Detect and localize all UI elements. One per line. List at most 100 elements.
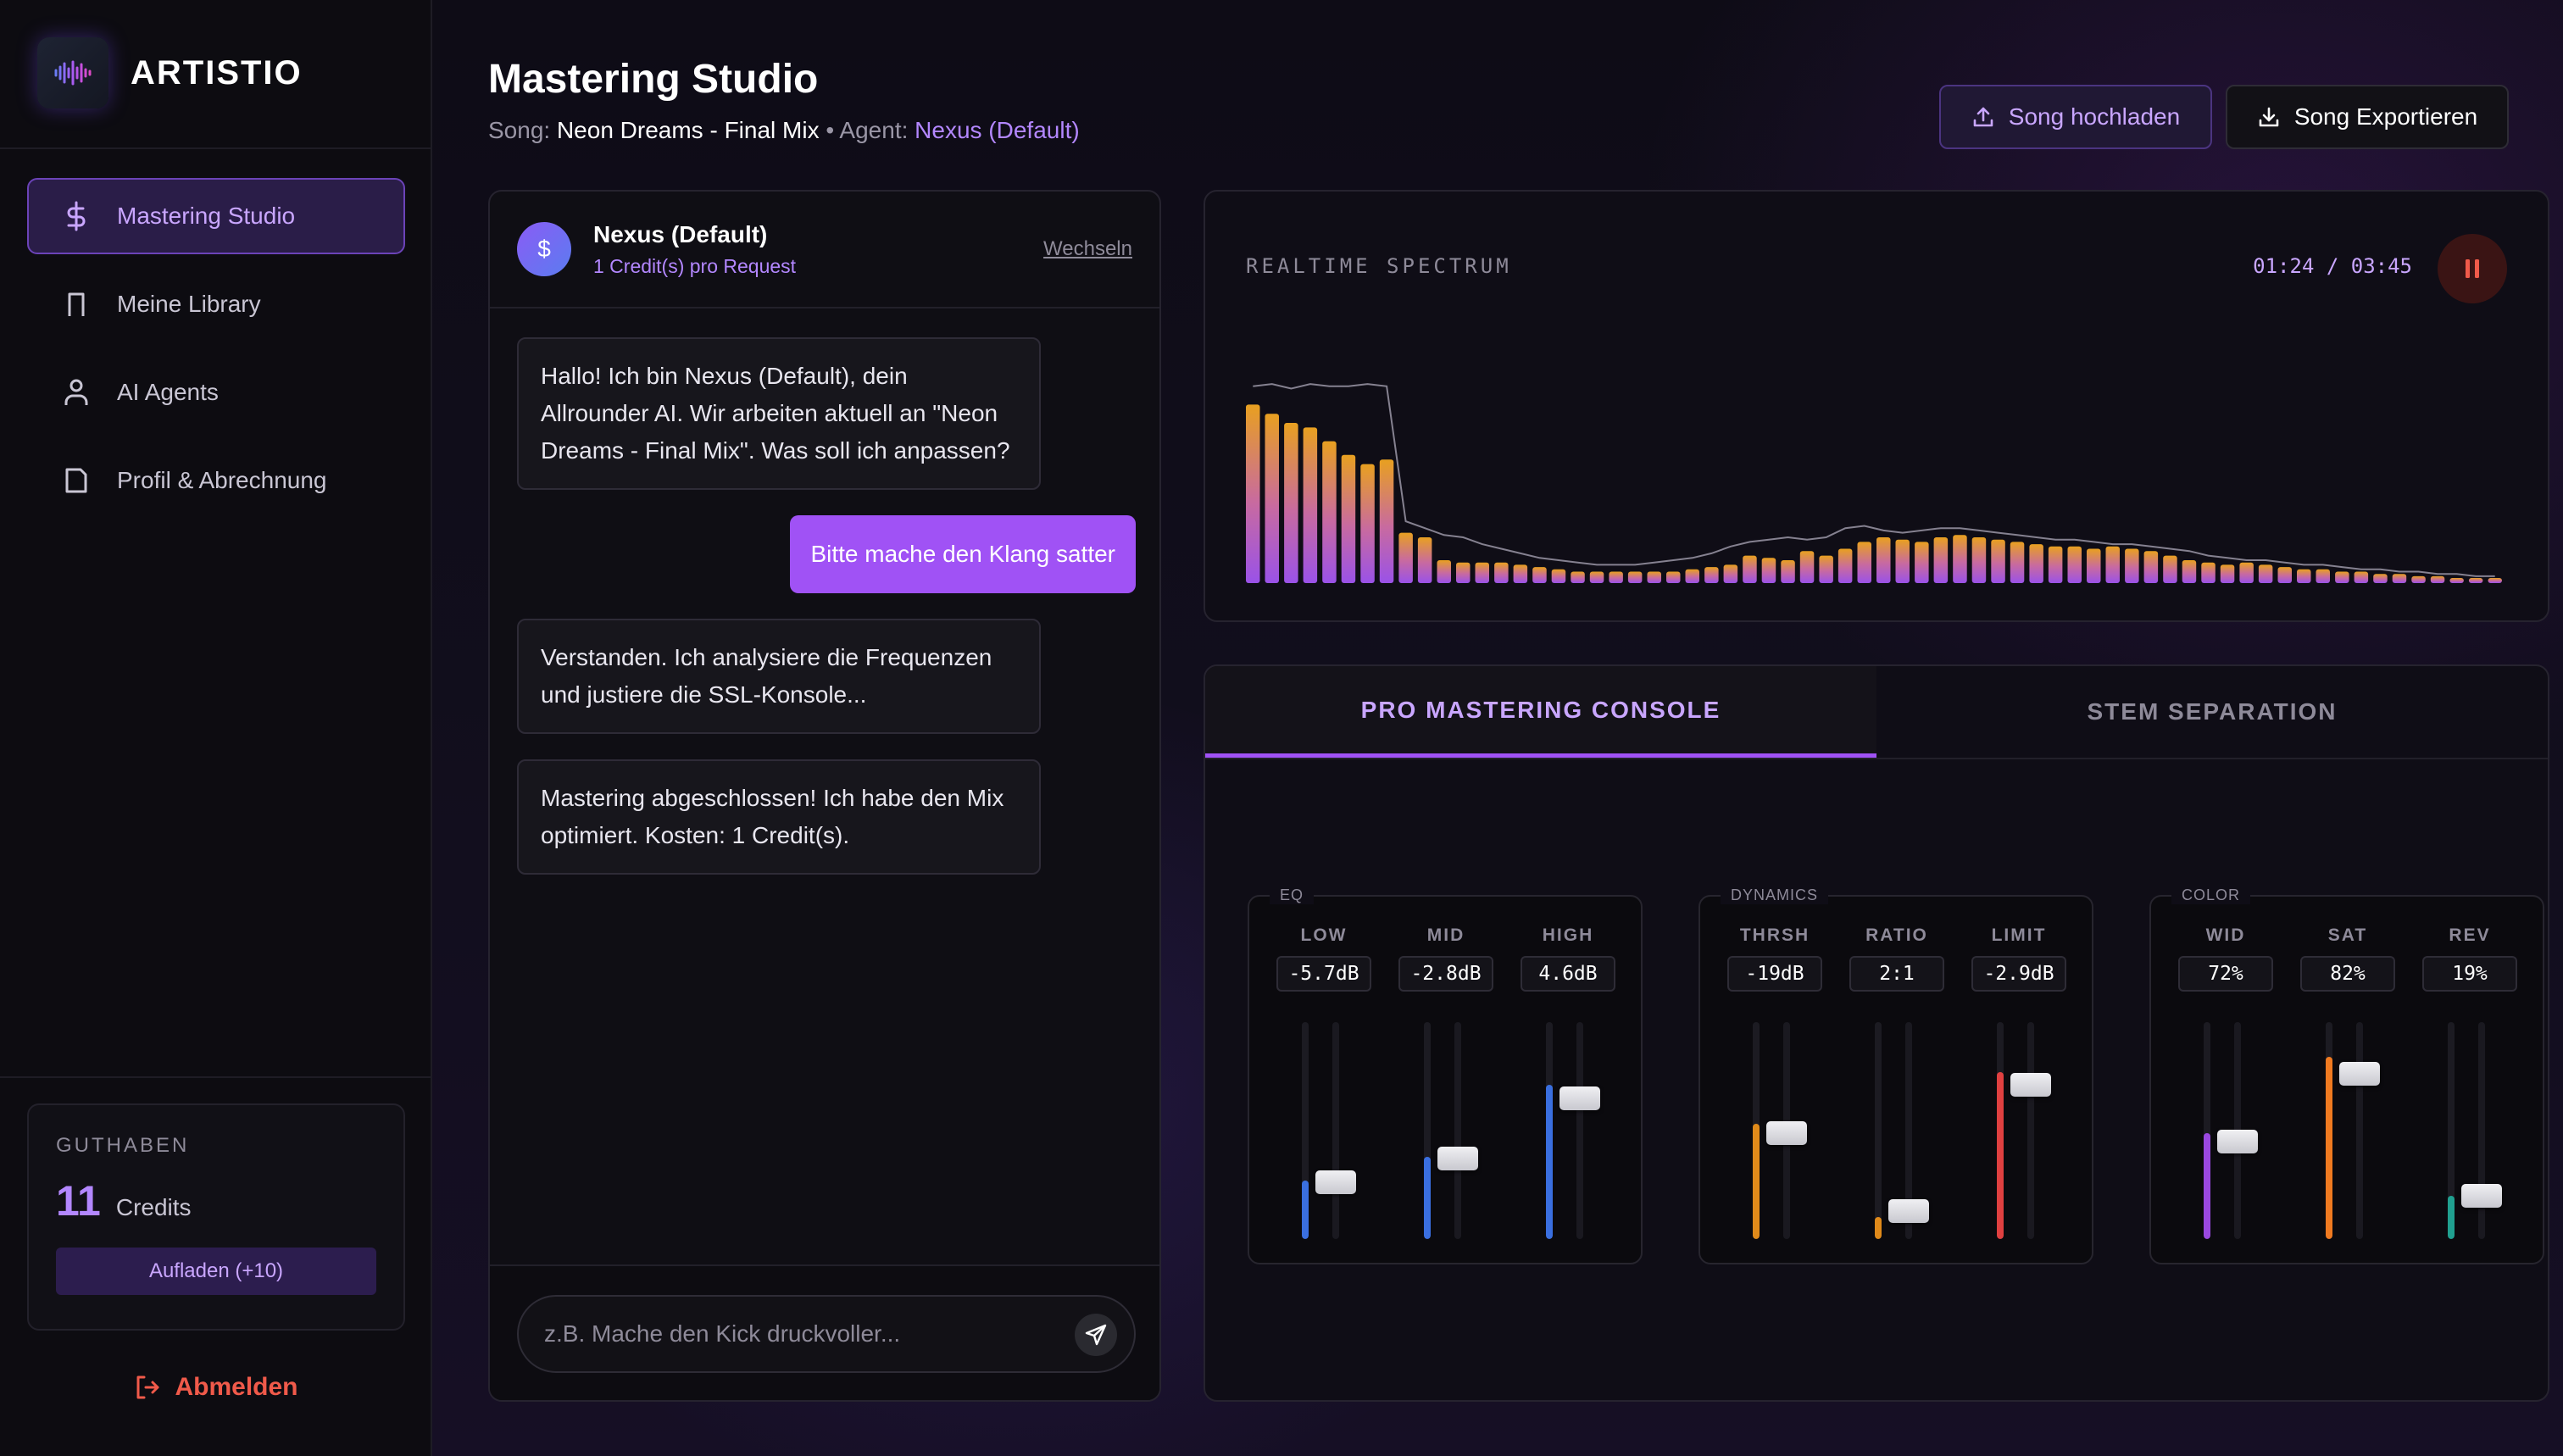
upload-icon bbox=[1973, 107, 1993, 127]
bookmark-icon bbox=[59, 287, 93, 321]
level-meter bbox=[1546, 1022, 1553, 1239]
agent-prefix: Agent: bbox=[839, 117, 909, 143]
agent-name-link[interactable]: Nexus (Default) bbox=[915, 117, 1080, 143]
spectrum-bar bbox=[1284, 423, 1298, 583]
spectrum-bar bbox=[1589, 571, 1604, 583]
download-icon bbox=[2259, 107, 2279, 127]
tab-pro-mastering-console[interactable]: PRO MASTERING CONSOLE bbox=[1205, 666, 1876, 758]
logout-button[interactable]: Abmelden bbox=[0, 1373, 432, 1402]
fader-handle[interactable] bbox=[1315, 1170, 1356, 1195]
page-subtitle: Song: Neon Dreams - Final Mix • Agent: N… bbox=[488, 117, 1080, 144]
nav-label: Profil & Abrechnung bbox=[117, 467, 327, 493]
playback-time: 01:24 / 03:45 bbox=[2253, 254, 2412, 278]
level-meter-fill bbox=[1302, 1180, 1309, 1239]
spectrum-bar bbox=[1704, 567, 1719, 583]
brand[interactable]: ARTISTIO bbox=[37, 36, 303, 110]
console-group-eq: EQ LOW -5.7dB MID -2.8dB HIGH 4.6dB bbox=[1248, 886, 1643, 1264]
spectrum-bar bbox=[1857, 542, 1871, 583]
spectrum-bar bbox=[1933, 537, 1949, 583]
fader-track[interactable] bbox=[1454, 1022, 1461, 1239]
spectrum-bar bbox=[1571, 571, 1585, 583]
level-meter bbox=[1875, 1022, 1882, 1239]
switch-agent-link[interactable]: Wechseln bbox=[1043, 237, 1132, 260]
channel-value: -19dB bbox=[1727, 956, 1822, 992]
nav-item-meine-library[interactable]: Meine Library bbox=[27, 266, 405, 342]
upload-song-button[interactable]: Song hochladen bbox=[1939, 85, 2212, 149]
send-button[interactable] bbox=[1075, 1314, 1117, 1356]
message-list: Hallo! Ich bin Nexus (Default), dein All… bbox=[517, 337, 1136, 900]
spectrum-bar bbox=[1379, 459, 1394, 583]
spectrum-bar bbox=[2316, 569, 2330, 583]
fader-track[interactable] bbox=[1576, 1022, 1583, 1239]
nav-item-profil-abrechnung[interactable]: Profil & Abrechnung bbox=[27, 442, 405, 519]
spectrum-bar bbox=[2411, 575, 2426, 583]
fader-handle[interactable] bbox=[1437, 1147, 1478, 1171]
spectrum-bar bbox=[2220, 564, 2235, 583]
fader-track[interactable] bbox=[1332, 1022, 1339, 1239]
group-title: COLOR bbox=[2171, 886, 2251, 904]
spectrum-bar bbox=[2277, 567, 2292, 583]
spectrum-bar bbox=[2201, 562, 2216, 583]
channel-label: THRSH bbox=[1739, 925, 1810, 945]
nav-label: Mastering Studio bbox=[117, 203, 296, 229]
user-icon bbox=[59, 375, 93, 409]
credit-unit: Credits bbox=[115, 1194, 192, 1220]
main-nav: Mastering Studio Meine Library AI Agents bbox=[27, 178, 405, 531]
spectrum-chart bbox=[1246, 383, 2502, 583]
spectrum-bar bbox=[1609, 571, 1623, 583]
divider bbox=[0, 147, 431, 149]
spectrum-bar bbox=[1953, 535, 1967, 583]
level-meter-fill bbox=[2326, 1056, 2332, 1239]
spectrum-bar bbox=[2297, 569, 2311, 583]
level-meter bbox=[1424, 1022, 1431, 1239]
spectrum-bar bbox=[1876, 537, 1891, 583]
chat-panel: $ Nexus (Default) 1 Credit(s) pro Reques… bbox=[488, 190, 1161, 1402]
console-group-color: COLOR WID 72% SAT 82% REV 19% bbox=[2149, 886, 2544, 1264]
spectrum-bar bbox=[2392, 574, 2407, 583]
divider bbox=[0, 1076, 431, 1078]
chat-footer bbox=[490, 1264, 1159, 1400]
fader-handle[interactable] bbox=[1559, 1086, 1600, 1110]
nav-item-mastering-studio[interactable]: Mastering Studio bbox=[27, 178, 405, 254]
level-meter-fill bbox=[1997, 1071, 2004, 1239]
fader-handle[interactable] bbox=[2339, 1062, 2380, 1086]
fader-track[interactable] bbox=[1905, 1022, 1912, 1239]
channel-high: HIGH 4.6dB bbox=[1507, 897, 1629, 1263]
spectrum-bar bbox=[2258, 564, 2273, 583]
channel-value: -2.9dB bbox=[1971, 956, 2066, 992]
fader-track[interactable] bbox=[2356, 1022, 2363, 1239]
pause-button[interactable] bbox=[2438, 234, 2507, 303]
export-song-button[interactable]: Song Exportieren bbox=[2226, 85, 2509, 149]
fader-handle[interactable] bbox=[1766, 1120, 1807, 1145]
group-title: EQ bbox=[1270, 886, 1315, 904]
nav-label: AI Agents bbox=[117, 379, 219, 405]
spectrum-bar bbox=[2488, 578, 2502, 583]
fader-handle[interactable] bbox=[2461, 1183, 2502, 1208]
level-meter-fill bbox=[1546, 1085, 1553, 1239]
chat-input[interactable] bbox=[517, 1295, 1136, 1373]
channel-value: 2:1 bbox=[1849, 956, 1944, 992]
song-name: Neon Dreams - Final Mix bbox=[556, 117, 820, 143]
level-meter bbox=[1753, 1022, 1760, 1239]
tab-stem-separation[interactable]: STEM SEPARATION bbox=[2087, 698, 2338, 725]
fader-track[interactable] bbox=[2478, 1022, 2485, 1239]
spectrum-bar bbox=[1456, 562, 1471, 583]
mastering-console: PRO MASTERING CONSOLE STEM SEPARATION EQ… bbox=[1204, 664, 2549, 1402]
spectrum-bar bbox=[1819, 555, 1833, 583]
fader-handle[interactable] bbox=[2217, 1129, 2258, 1153]
spectrum-bar bbox=[2067, 546, 2082, 583]
nav-item-ai-agents[interactable]: AI Agents bbox=[27, 354, 405, 431]
song-prefix: Song: bbox=[488, 117, 551, 143]
spectrum-bar bbox=[1360, 464, 1375, 583]
waveform-icon bbox=[37, 37, 108, 108]
spectrum-bar bbox=[1246, 404, 1260, 583]
level-meter bbox=[2326, 1022, 2332, 1239]
spectrum-bar bbox=[1532, 567, 1547, 583]
fader-handle[interactable] bbox=[1888, 1198, 1929, 1223]
fader-handle[interactable] bbox=[2010, 1073, 2051, 1098]
topup-button[interactable]: Aufladen (+10) bbox=[56, 1248, 376, 1295]
spectrum-bar bbox=[2354, 571, 2369, 583]
fader-track[interactable] bbox=[2027, 1022, 2034, 1239]
channel-label: LOW bbox=[1300, 925, 1348, 945]
spectrum-bar bbox=[2029, 544, 2043, 583]
